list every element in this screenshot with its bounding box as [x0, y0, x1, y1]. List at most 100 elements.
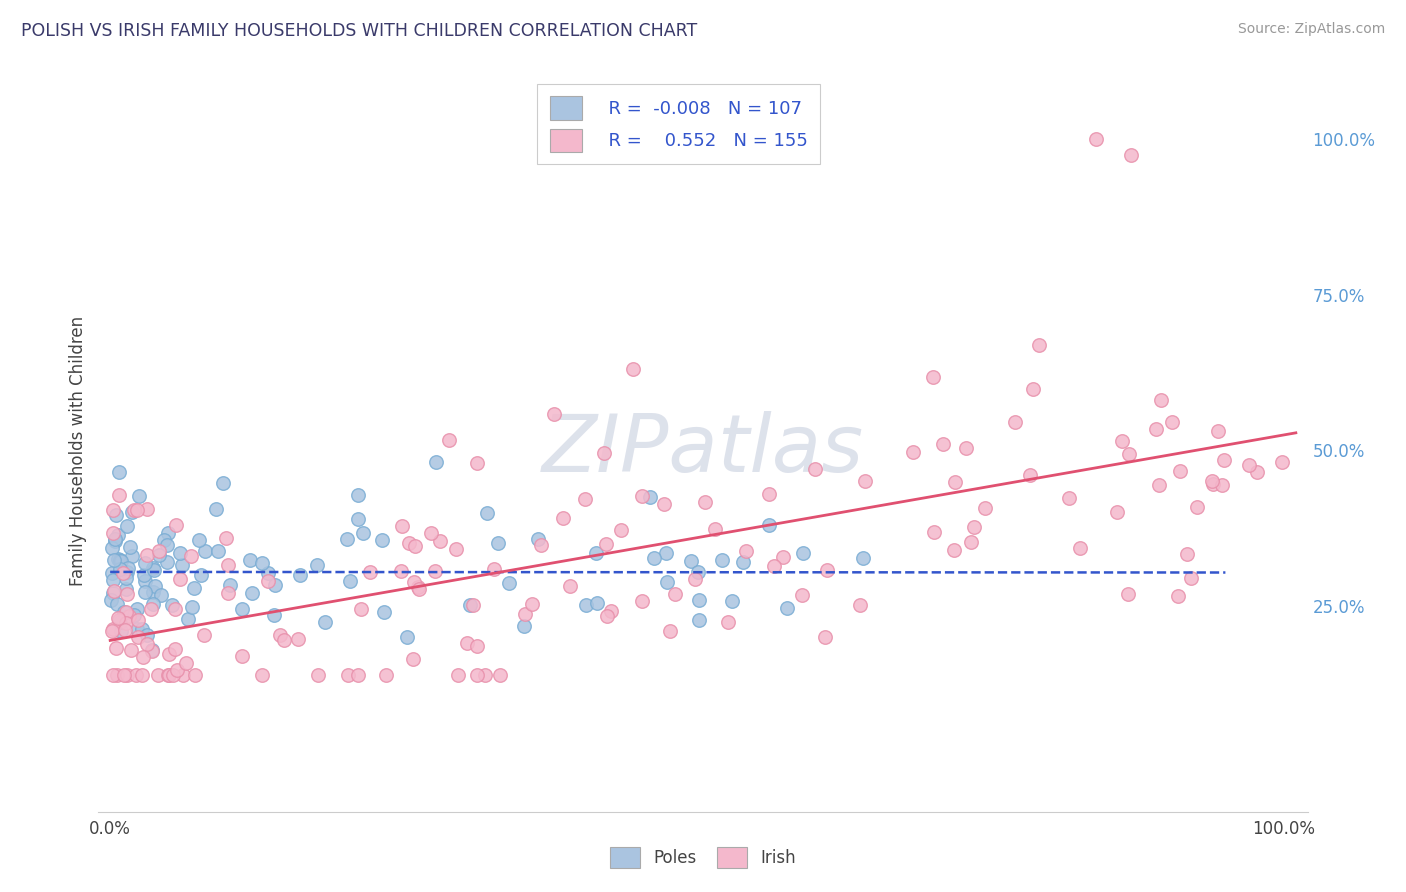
Point: [121, 549, 143, 563]
Point: [543, 408, 565, 422]
Point: [721, 594, 744, 608]
Point: [112, 667, 135, 681]
Point: [156, 538, 179, 552]
Point: [114, 623, 136, 637]
Point: [257, 574, 280, 588]
Point: [558, 579, 581, 593]
Point: [1105, 505, 1128, 519]
Point: [609, 523, 631, 537]
Point: [513, 607, 536, 622]
Text: POLISH VS IRISH FAMILY HOUSEHOLDS WITH CHILDREN CORRELATION CHART: POLISH VS IRISH FAMILY HOUSEHOLDS WITH C…: [21, 22, 697, 40]
Point: [460, 598, 482, 612]
Point: [599, 604, 621, 618]
Point: [513, 618, 536, 632]
Point: [250, 556, 273, 570]
Point: [852, 551, 875, 566]
Point: [101, 624, 124, 638]
Point: [815, 563, 838, 577]
Point: [1149, 392, 1171, 407]
Point: [1085, 132, 1108, 146]
Point: [193, 628, 215, 642]
Point: [711, 553, 734, 567]
Point: [169, 572, 191, 586]
Point: [112, 566, 135, 580]
Point: [631, 489, 654, 503]
Point: [125, 503, 148, 517]
Point: [131, 667, 153, 681]
Point: [183, 581, 205, 595]
Point: [1160, 415, 1182, 429]
Point: [218, 578, 240, 592]
Point: [1237, 458, 1260, 472]
Point: [1175, 548, 1198, 562]
Point: [758, 518, 780, 533]
Point: [574, 492, 596, 507]
Point: [371, 533, 394, 548]
Point: [115, 615, 138, 630]
Point: [482, 562, 505, 576]
Point: [465, 639, 488, 653]
Point: [498, 575, 520, 590]
Point: [474, 667, 496, 681]
Point: [1147, 477, 1170, 491]
Point: [136, 637, 159, 651]
Point: [184, 667, 207, 681]
Point: [287, 632, 309, 646]
Point: [1271, 454, 1294, 468]
Point: [1069, 541, 1091, 555]
Point: [110, 554, 132, 568]
Point: [156, 555, 179, 569]
Point: [231, 602, 253, 616]
Point: [350, 602, 373, 616]
Point: [717, 615, 740, 629]
Point: [693, 495, 716, 509]
Point: [1118, 447, 1140, 461]
Point: [101, 566, 124, 580]
Point: [447, 667, 470, 681]
Point: [163, 642, 186, 657]
Point: [156, 667, 179, 681]
Point: [205, 502, 228, 516]
Point: [1202, 476, 1225, 491]
Point: [187, 533, 209, 547]
Point: [391, 518, 413, 533]
Point: [105, 667, 128, 681]
Point: [122, 608, 145, 623]
Point: [429, 534, 451, 549]
Point: [117, 561, 139, 575]
Point: [346, 667, 368, 681]
Point: [139, 602, 162, 616]
Point: [132, 650, 155, 665]
Point: [115, 667, 138, 681]
Point: [1121, 147, 1143, 161]
Point: [103, 532, 125, 546]
Point: [103, 573, 125, 587]
Point: [142, 585, 165, 599]
Point: [1167, 589, 1189, 603]
Point: [352, 526, 374, 541]
Point: [375, 667, 398, 681]
Point: [104, 534, 127, 549]
Point: [406, 580, 429, 594]
Point: [217, 586, 239, 600]
Point: [250, 667, 273, 681]
Point: [107, 528, 129, 542]
Point: [630, 594, 652, 608]
Point: [688, 592, 710, 607]
Point: [974, 500, 997, 515]
Point: [735, 543, 758, 558]
Point: [336, 532, 359, 546]
Point: [122, 502, 145, 516]
Point: [112, 605, 135, 619]
Point: [585, 596, 607, 610]
Point: [398, 536, 420, 550]
Point: [655, 546, 678, 560]
Point: [118, 609, 141, 624]
Point: [425, 564, 447, 578]
Point: [104, 640, 127, 655]
Legend: Poles, Irish: Poles, Irish: [603, 840, 803, 875]
Point: [1187, 500, 1209, 515]
Point: [131, 622, 153, 636]
Point: [110, 615, 132, 629]
Point: [921, 369, 943, 384]
